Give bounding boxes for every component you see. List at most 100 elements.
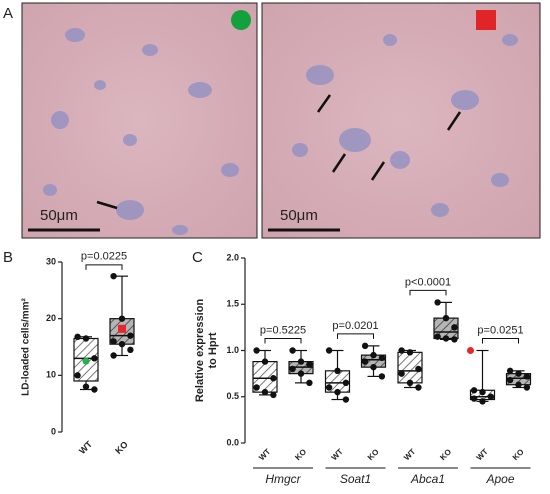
data-point bbox=[434, 299, 441, 306]
x-tick-label: KO bbox=[438, 447, 453, 462]
x-tick-label: WT bbox=[257, 447, 272, 462]
data-point bbox=[325, 347, 333, 354]
data-point bbox=[334, 388, 341, 396]
data-point bbox=[127, 346, 134, 354]
data-point bbox=[378, 354, 386, 362]
y-tick-label: 0.0 bbox=[226, 437, 239, 447]
sig-bracket bbox=[409, 289, 447, 296]
x-tick-label: KO bbox=[113, 439, 130, 456]
micrographs: 50μm 50μm A bbox=[3, 2, 541, 239]
scale-label: 50μm bbox=[40, 207, 78, 224]
data-point bbox=[118, 340, 126, 348]
data-point bbox=[118, 315, 126, 322]
data-point bbox=[82, 383, 90, 390]
data-point bbox=[270, 391, 277, 399]
data-point bbox=[523, 373, 531, 380]
y-tick-label: 0.5 bbox=[226, 391, 239, 401]
y-label: to Hprt bbox=[207, 332, 219, 368]
x-tick-label: KO bbox=[366, 447, 381, 462]
data-point bbox=[442, 314, 450, 322]
data-point bbox=[406, 349, 414, 356]
data-point bbox=[91, 386, 98, 393]
data-point bbox=[297, 370, 305, 377]
y-tick-label: 0 bbox=[51, 426, 56, 436]
arrows bbox=[96, 94, 462, 210]
y-label: Relative expression bbox=[194, 299, 206, 403]
data-point bbox=[110, 352, 117, 359]
category-label: Soat1 bbox=[340, 472, 371, 486]
x-tick-label: WT bbox=[402, 447, 417, 462]
data-point bbox=[506, 376, 514, 384]
data-point bbox=[261, 358, 269, 365]
data-point bbox=[406, 379, 414, 387]
image-ko bbox=[261, 2, 541, 239]
data-point bbox=[370, 363, 377, 371]
mean bbox=[82, 357, 90, 365]
data-point bbox=[442, 335, 450, 342]
data-point bbox=[398, 347, 405, 354]
panel-label: C bbox=[192, 249, 203, 266]
data-point bbox=[289, 365, 296, 373]
p-value: p=0.0225 bbox=[81, 251, 127, 263]
data-point bbox=[325, 384, 333, 391]
data-point bbox=[342, 396, 350, 403]
y-tick-label: 1.5 bbox=[226, 299, 239, 309]
outlier bbox=[467, 347, 474, 354]
x-tick-label: KO bbox=[293, 447, 308, 462]
x-tick-label: WT bbox=[77, 439, 94, 456]
data-point bbox=[127, 332, 134, 339]
data-point bbox=[361, 358, 369, 365]
data-point bbox=[479, 388, 486, 396]
data-point bbox=[378, 373, 386, 380]
data-point bbox=[261, 388, 269, 396]
data-point bbox=[479, 398, 486, 405]
p-value: p=0.0201 bbox=[332, 320, 378, 332]
panel-label: B bbox=[3, 249, 13, 266]
category-label: Apoe bbox=[485, 472, 514, 486]
data-point bbox=[297, 358, 305, 365]
data-point bbox=[334, 367, 341, 375]
data-point bbox=[253, 384, 260, 391]
category-label: Abca1 bbox=[410, 472, 445, 486]
scale-label: 50μm bbox=[280, 207, 318, 224]
data-point bbox=[434, 333, 441, 340]
data-point bbox=[306, 379, 313, 387]
ko-marker bbox=[476, 10, 496, 30]
sig-bracket bbox=[337, 333, 374, 339]
sig-bracket bbox=[264, 338, 302, 344]
sig-bracket bbox=[85, 264, 123, 270]
data-point bbox=[253, 347, 260, 354]
data-point bbox=[415, 384, 422, 391]
p-value: p=0.5225 bbox=[260, 324, 306, 336]
cells bbox=[43, 28, 518, 235]
data-point bbox=[110, 272, 117, 280]
data-point bbox=[289, 347, 296, 354]
data-point bbox=[110, 338, 117, 345]
data-point bbox=[451, 324, 458, 331]
data-point bbox=[470, 395, 478, 402]
data-point bbox=[361, 342, 369, 350]
category-label: Hmgcr bbox=[265, 472, 301, 486]
data-point bbox=[306, 361, 313, 368]
y-label: LD-loaded cells/mm² bbox=[21, 297, 32, 395]
data-point bbox=[470, 387, 478, 394]
data-point bbox=[515, 381, 522, 388]
data-point bbox=[451, 336, 458, 343]
data-point bbox=[515, 370, 522, 377]
data-point bbox=[270, 375, 277, 382]
data-point bbox=[91, 355, 98, 362]
y-tick-label: 10 bbox=[46, 370, 56, 380]
mean bbox=[118, 324, 126, 333]
data-point bbox=[398, 370, 405, 377]
wt-marker bbox=[231, 10, 251, 30]
y-tick-label: 1.0 bbox=[226, 345, 239, 355]
y-tick-label: 2.0 bbox=[226, 252, 239, 262]
data-point bbox=[487, 393, 495, 400]
p-value: p=0.0251 bbox=[477, 324, 523, 336]
data-point bbox=[370, 351, 377, 359]
data-point bbox=[74, 333, 81, 340]
data-point bbox=[74, 372, 81, 379]
x-tick-label: WT bbox=[330, 447, 345, 462]
y-tick-label: 30 bbox=[46, 256, 56, 266]
